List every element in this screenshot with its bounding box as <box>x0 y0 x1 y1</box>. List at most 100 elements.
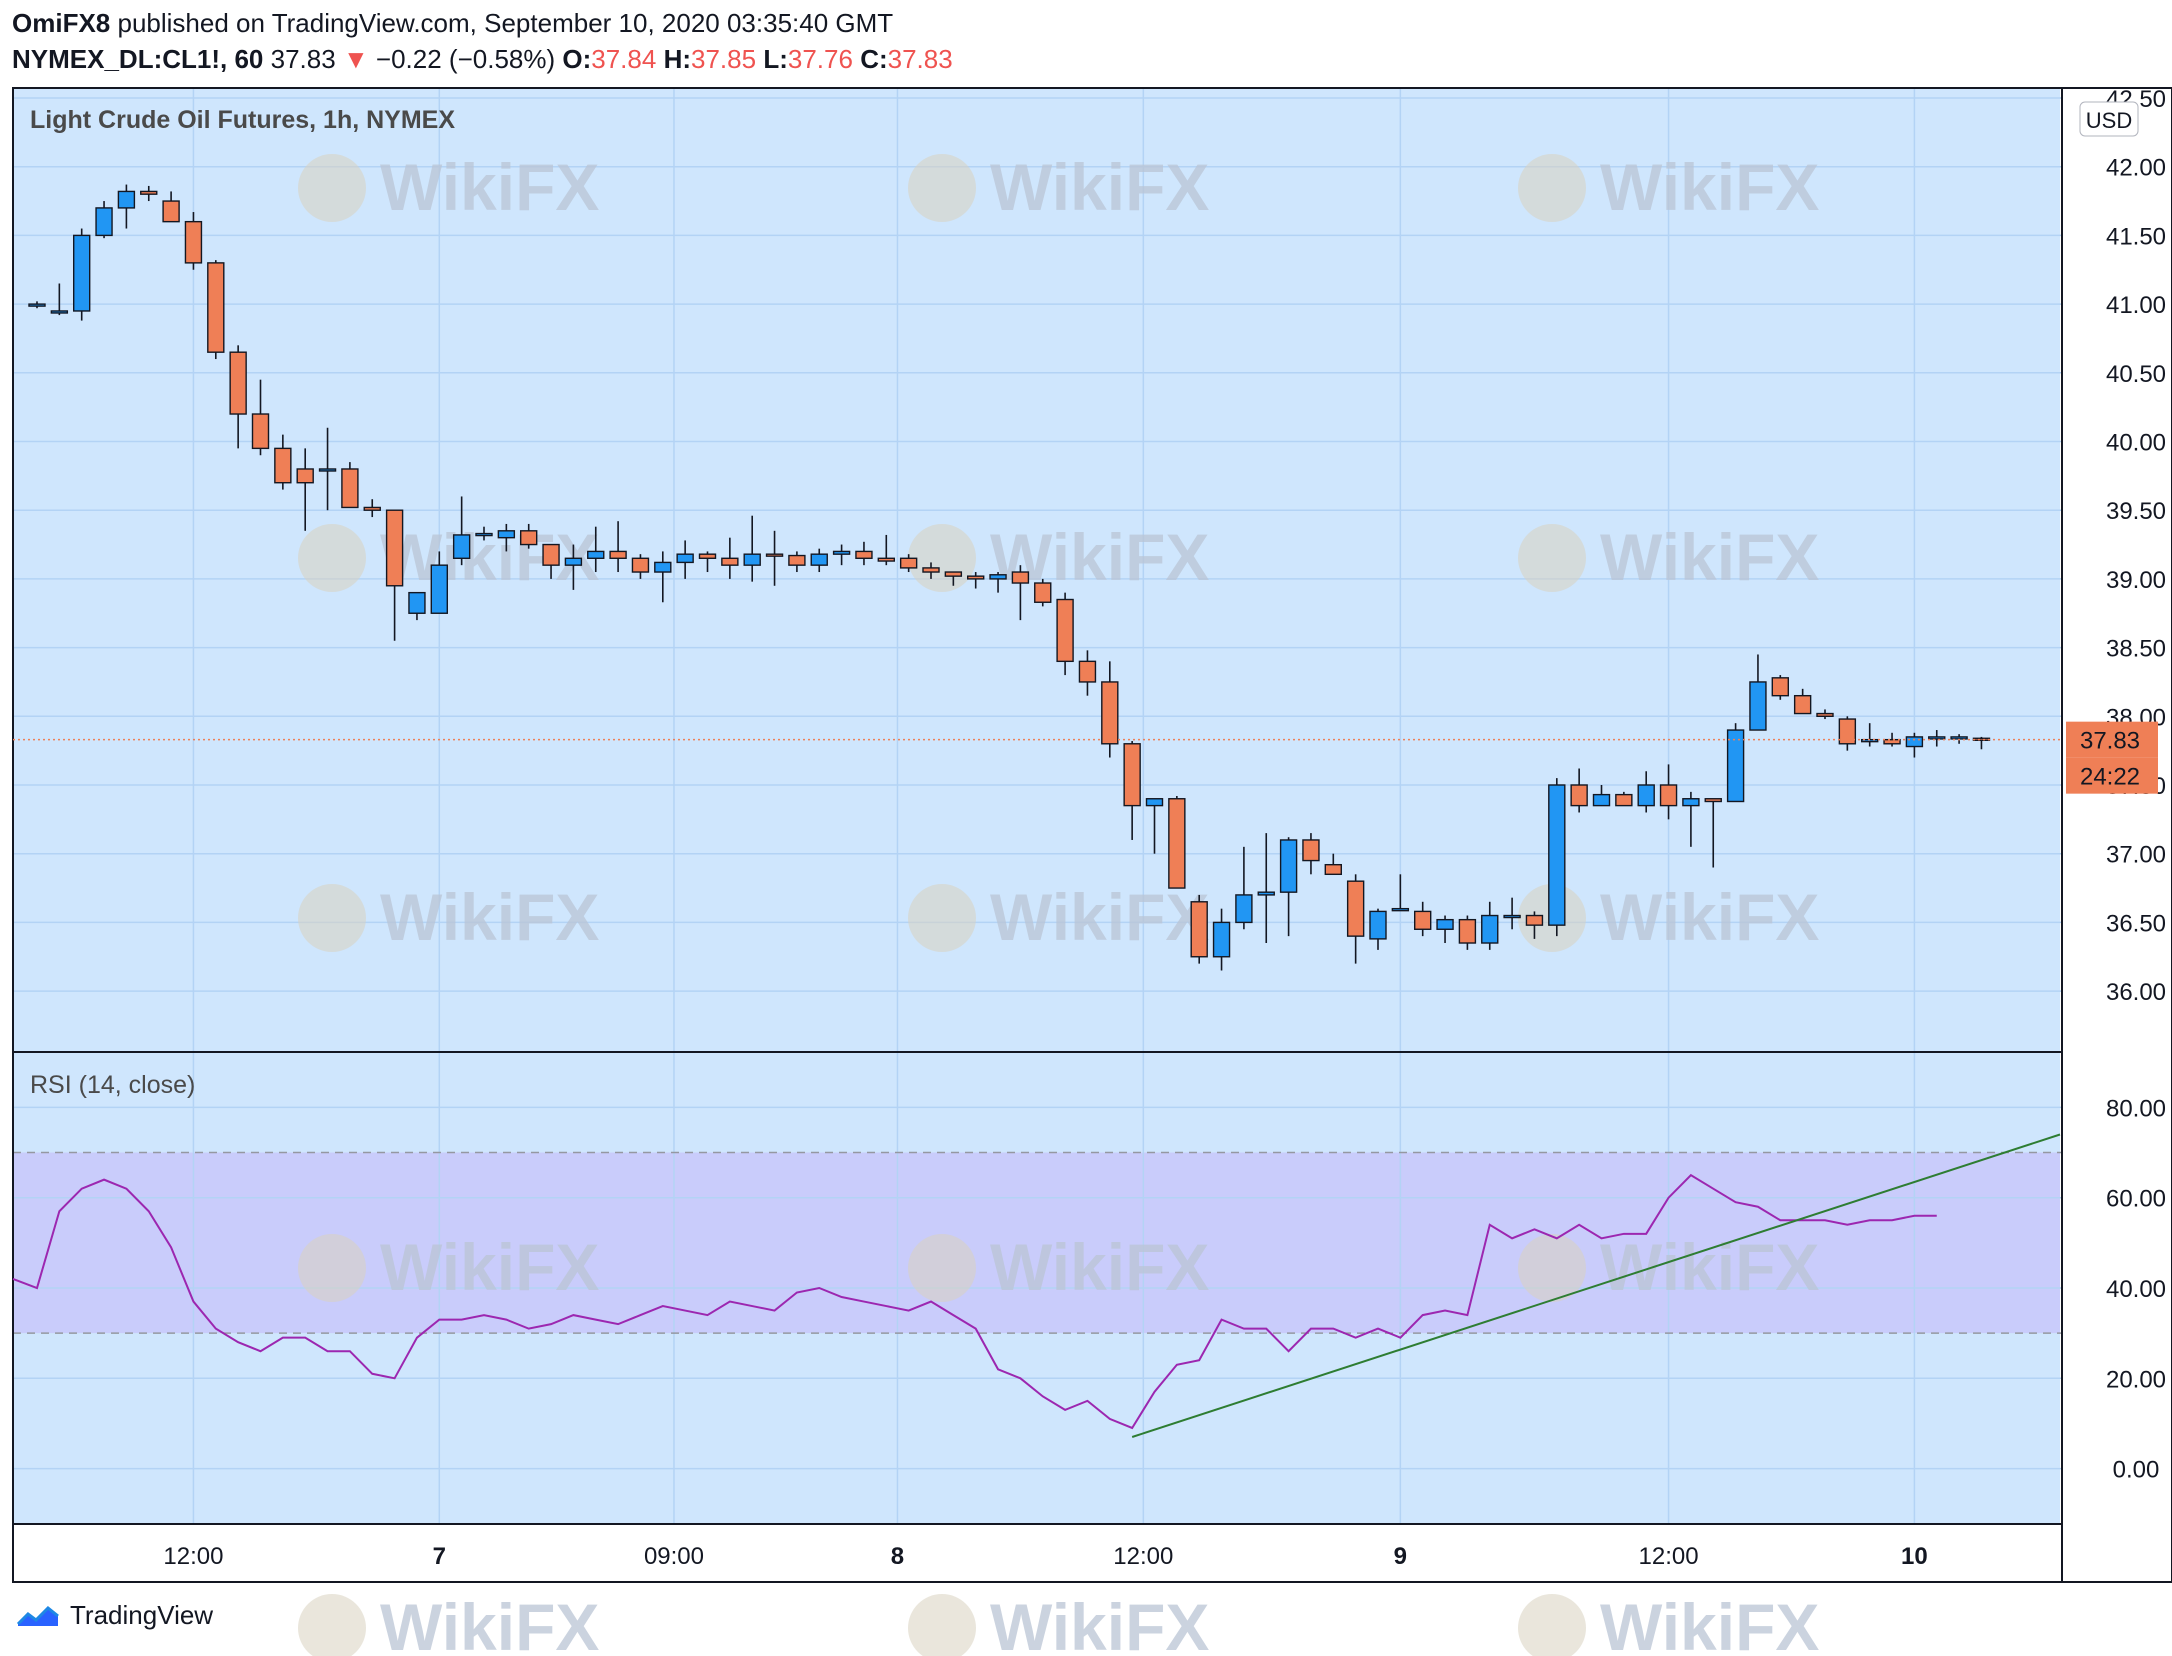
watermark-logo <box>908 524 976 592</box>
candle-body <box>1190 901 1208 958</box>
candle-body <box>1257 891 1275 896</box>
candle <box>1078 650 1097 696</box>
close-label: C: <box>860 44 888 74</box>
candle <box>95 201 113 239</box>
candle <box>542 543 560 579</box>
candle-body <box>1481 914 1499 944</box>
candle-body <box>564 557 583 566</box>
candle <box>520 523 538 549</box>
candle-body <box>944 571 963 577</box>
watermark-text: WikiFX <box>990 1590 1209 1656</box>
candle <box>654 551 672 603</box>
candle <box>1123 741 1141 840</box>
watermark-text: WikiFX <box>1600 150 1819 224</box>
candle <box>1190 894 1208 964</box>
candle-body <box>1346 880 1365 937</box>
watermark-text: WikiFX <box>1600 520 1819 594</box>
candle-body <box>587 550 605 559</box>
price-tick-label: 38.50 <box>2106 636 2166 663</box>
candle-body <box>1458 918 1477 944</box>
watermark-logo <box>1518 1594 1586 1656</box>
candle <box>1682 791 1700 847</box>
author-name[interactable]: OmiFX8 <box>12 8 111 38</box>
publish-info: OmiFX8 published on TradingView.com, Sep… <box>12 8 893 39</box>
candle <box>1659 764 1678 820</box>
candle-body <box>520 530 538 546</box>
candle-body <box>765 553 784 557</box>
candle <box>274 434 292 490</box>
candle <box>721 537 739 579</box>
last-price-tag: 37.83 24:22 <box>2066 721 2158 794</box>
time-axis-ticks: 12:00 7 09:00 8 12:00 9 12:00 10 <box>163 1543 1927 1570</box>
candle-body <box>274 447 292 484</box>
symbol-label[interactable]: NYMEX_DL:CL1!, 60 <box>12 44 264 74</box>
candle-body <box>989 574 1007 580</box>
candle-body <box>788 554 806 566</box>
candle <box>1838 716 1857 751</box>
candle <box>810 548 828 573</box>
price-tick-label: 41.00 <box>2106 292 2166 319</box>
candle-body <box>207 262 225 353</box>
candle-body <box>1592 793 1611 807</box>
price-tick-label: 41.50 <box>2106 223 2166 250</box>
candle <box>140 185 158 202</box>
tradingview-cloud-icon <box>16 1605 59 1626</box>
candle-body <box>1771 677 1790 697</box>
candle-body <box>1168 798 1186 889</box>
candle-body <box>1972 737 1991 741</box>
time-tick-label: 09:00 <box>644 1543 704 1570</box>
candle-body <box>877 557 895 562</box>
open-value: 37.84 <box>591 44 657 74</box>
candle <box>1101 661 1119 758</box>
candle <box>452 496 471 566</box>
candle-body <box>743 553 761 566</box>
candle <box>1816 709 1834 720</box>
rsi-tick-label: 60.00 <box>2106 1186 2166 1213</box>
candle <box>743 515 761 582</box>
candle-body <box>72 234 91 312</box>
currency-label[interactable]: USD <box>2079 101 2139 137</box>
watermark-text: WikiFX <box>1600 880 1819 954</box>
watermark-logo <box>1518 524 1586 592</box>
candle <box>1458 915 1477 950</box>
candle-body <box>318 468 337 472</box>
watermark-logo <box>298 1234 366 1302</box>
last-price-tag-text: 37.83 <box>2080 728 2140 755</box>
change-down-icon: ▼ <box>342 44 369 74</box>
watermark-text: WikiFX <box>1600 1590 1819 1656</box>
symbol-info: NYMEX_DL:CL1!, 60 37.83 ▼ −0.22 (−0.58%)… <box>12 44 953 75</box>
candle-body <box>1324 863 1343 876</box>
candle <box>341 462 359 509</box>
candle-body <box>832 550 851 555</box>
candle-body <box>184 220 203 264</box>
tradingview-logo[interactable]: TradingView <box>14 1600 213 1631</box>
watermark-text: WikiFX <box>990 150 1209 224</box>
candle <box>1726 723 1745 803</box>
candle-body <box>497 530 516 539</box>
publish-text: published on TradingView.com, September … <box>117 8 894 38</box>
candle-body <box>1123 743 1141 807</box>
time-tick-label: 9 <box>1394 1543 1407 1570</box>
candle <box>184 212 203 270</box>
candle <box>363 499 381 518</box>
rsi-tick-label: 20.00 <box>2106 1366 2166 1393</box>
candle <box>207 260 225 360</box>
candle-body <box>922 567 940 573</box>
candle <box>855 541 873 566</box>
candle <box>318 427 337 511</box>
candle <box>944 571 963 586</box>
candle <box>1503 897 1521 930</box>
candle-body <box>1615 793 1633 807</box>
candle-body <box>1637 784 1655 807</box>
candle <box>1413 901 1432 937</box>
time-tick-label: 10 <box>1901 1543 1928 1570</box>
watermark-logo <box>298 524 366 592</box>
price-change: −0.22 (−0.58%) <box>375 44 556 74</box>
candle-body <box>1950 736 1968 740</box>
candle <box>1011 565 1030 621</box>
candle <box>72 228 91 321</box>
candle-body <box>654 561 672 573</box>
price-axis-bg[interactable] <box>2062 88 2172 1524</box>
candle-body <box>1011 571 1030 584</box>
